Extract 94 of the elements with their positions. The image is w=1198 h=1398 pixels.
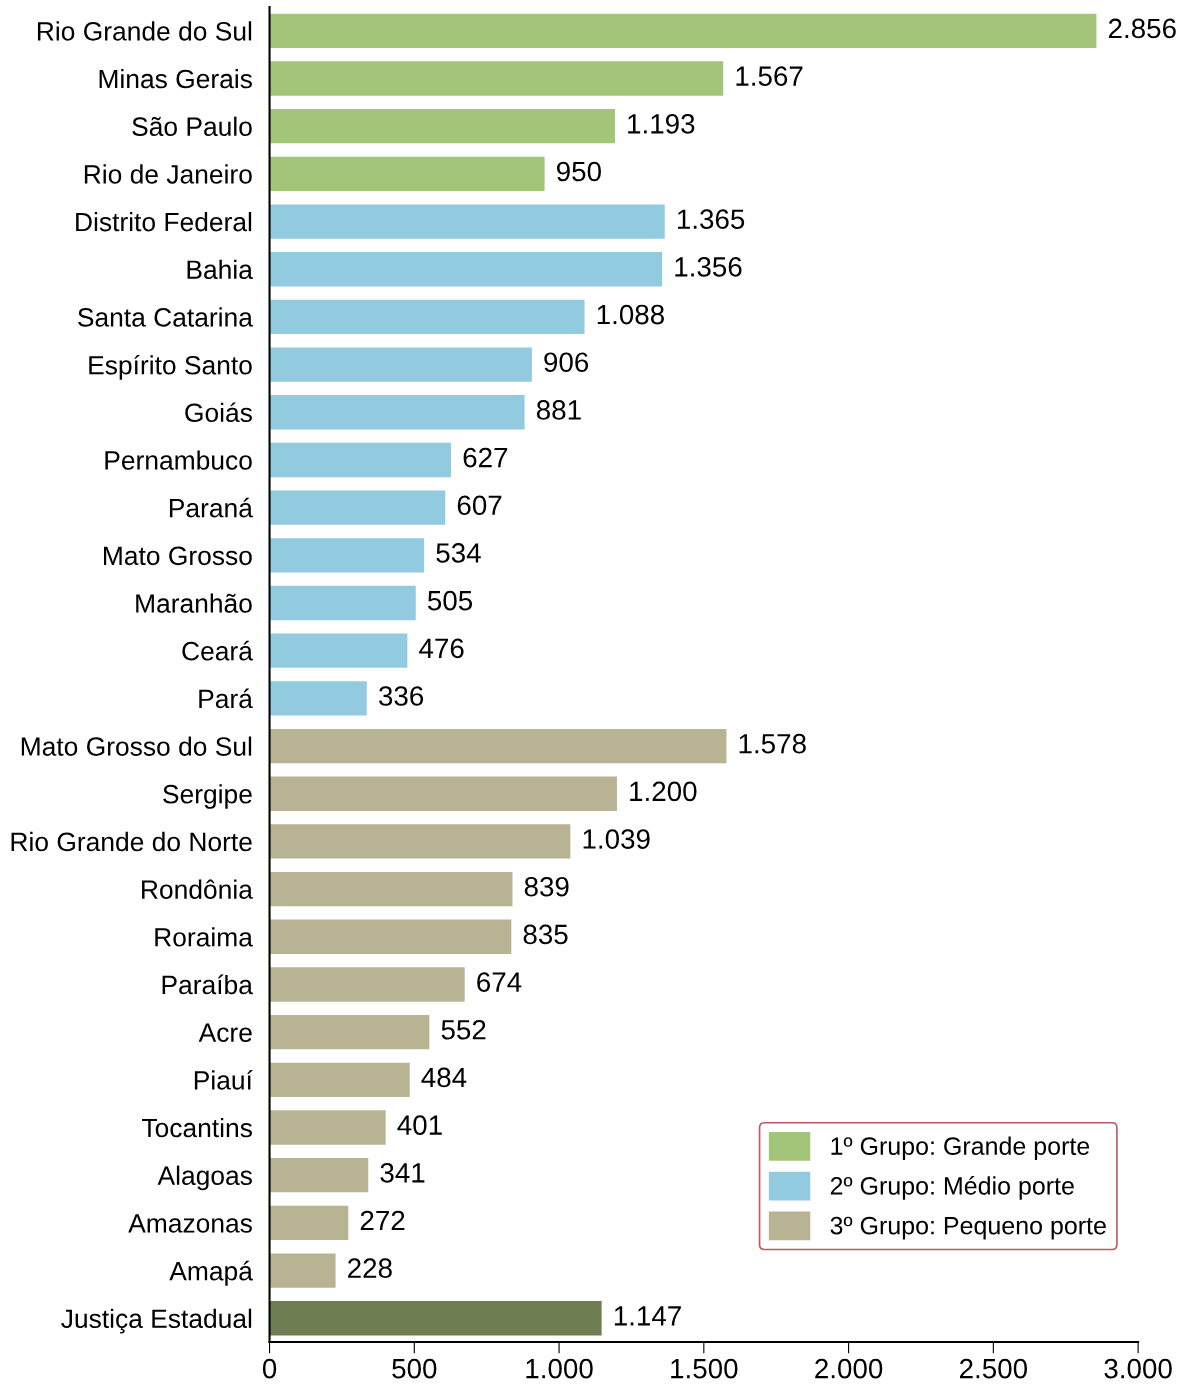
data-label: 674 (477, 972, 522, 992)
y-tick-label: Pará (199, 688, 253, 709)
y-tick-label: Pernambuco (105, 450, 252, 470)
y-tick-label: Piauí (194, 1069, 253, 1090)
data-label: 1.088 (597, 304, 664, 325)
bar (269, 1253, 336, 1288)
bar (269, 1062, 410, 1097)
bar (269, 204, 665, 239)
legend-label: 1º Grupo: Grande porte (831, 1136, 1090, 1160)
y-tick-label: Mato Grosso do Sul (21, 736, 252, 756)
bar (269, 490, 446, 525)
data-label: 401 (397, 1115, 442, 1135)
y-tick-label: Alagoas (157, 1165, 252, 1191)
data-label: 627 (463, 447, 508, 468)
y-tick-label: Amazonas (128, 1214, 252, 1233)
bar (269, 156, 545, 192)
bar (269, 109, 615, 144)
y-tick-label: Santa Catarina (78, 307, 253, 327)
bar (269, 347, 532, 382)
x-tick-label: 0 (262, 1358, 277, 1379)
data-label: 272 (360, 1210, 405, 1231)
bar (269, 1301, 602, 1336)
data-label: 1.147 (614, 1306, 681, 1326)
data-label: 534 (436, 543, 481, 563)
bar (269, 442, 452, 478)
data-label: 1.578 (739, 733, 806, 754)
data-label: 1.039 (583, 829, 650, 849)
data-label: 484 (421, 1067, 467, 1088)
x-tick-label: 500 (392, 1358, 437, 1379)
bar (269, 299, 585, 335)
y-tick-label: Goiás (185, 402, 252, 423)
data-label: 607 (457, 495, 502, 516)
y-tick-label: Paraná (169, 497, 253, 518)
y-tick-label: Rio Grande do Sul (37, 21, 252, 41)
data-label: 2.856 (1108, 18, 1176, 39)
data-label: 1.567 (736, 66, 803, 86)
y-tick-label: Bahia (187, 259, 253, 280)
bar (269, 1110, 386, 1145)
bar (269, 395, 525, 430)
bar (269, 61, 724, 96)
y-tick-label: Distrito Federal (76, 212, 252, 232)
y-tick-label: Acre (198, 1023, 252, 1042)
data-label: 839 (524, 876, 569, 897)
bar (269, 681, 367, 716)
data-label: 505 (427, 590, 473, 611)
y-tick-label: Amapá (169, 1260, 253, 1286)
data-label: 906 (544, 352, 589, 373)
x-tick-label: 1.500 (671, 1358, 738, 1379)
data-label: 341 (380, 1162, 425, 1183)
y-tick-label: Rio de Janeiro (84, 164, 252, 184)
legend-label: 2º Grupo: Médio porte (830, 1176, 1074, 1200)
bar (269, 252, 663, 287)
data-label: 1.356 (675, 257, 742, 277)
y-tick-label: Minas Gerais (99, 68, 252, 89)
data-label: 1.200 (630, 781, 697, 802)
data-label: 552 (441, 1019, 486, 1040)
bar (269, 633, 408, 668)
y-tick-label: Roraima (155, 927, 253, 947)
legend-label: 3º Grupo: Pequeno porte (830, 1216, 1106, 1240)
x-tick-label: 1.000 (526, 1358, 593, 1379)
y-tick-label: Sergipe (163, 784, 252, 809)
data-label: 1.193 (628, 113, 695, 134)
bar (269, 776, 617, 811)
bar (269, 871, 513, 907)
data-label: 336 (379, 686, 424, 706)
data-label: 881 (536, 400, 581, 420)
x-tick-label: 3.000 (1104, 1358, 1172, 1379)
y-tick-label: Maranhão (136, 593, 252, 613)
y-tick-label: Mato Grosso (104, 546, 252, 566)
bar (269, 824, 571, 859)
bar (269, 13, 1097, 48)
data-label: 835 (523, 924, 568, 945)
bar (269, 1014, 430, 1050)
data-label: 476 (419, 638, 464, 659)
y-tick-label: Rio Grande do Norte (11, 831, 252, 852)
y-tick-label: Ceará (182, 640, 253, 661)
data-label: 950 (557, 161, 601, 182)
data-label: 1.365 (677, 209, 745, 230)
bar (269, 538, 425, 573)
y-tick-label: São Paulo (132, 116, 252, 137)
bar (269, 1205, 349, 1241)
y-tick-label: Justiça Estadual (61, 1308, 252, 1334)
bar (269, 919, 512, 954)
y-tick-label: Rondônia (142, 879, 253, 899)
x-tick-label: 2.000 (815, 1358, 883, 1379)
bar (269, 1158, 369, 1193)
y-tick-label: Paraíba (162, 974, 253, 995)
data-label: 228 (348, 1258, 392, 1279)
y-tick-label: Tocantins (142, 1117, 252, 1138)
y-tick-label: Espírito Santo (89, 354, 252, 380)
bar (269, 967, 465, 1002)
bar (269, 585, 416, 621)
x-tick-label: 2.500 (959, 1358, 1028, 1379)
bar (269, 728, 727, 764)
